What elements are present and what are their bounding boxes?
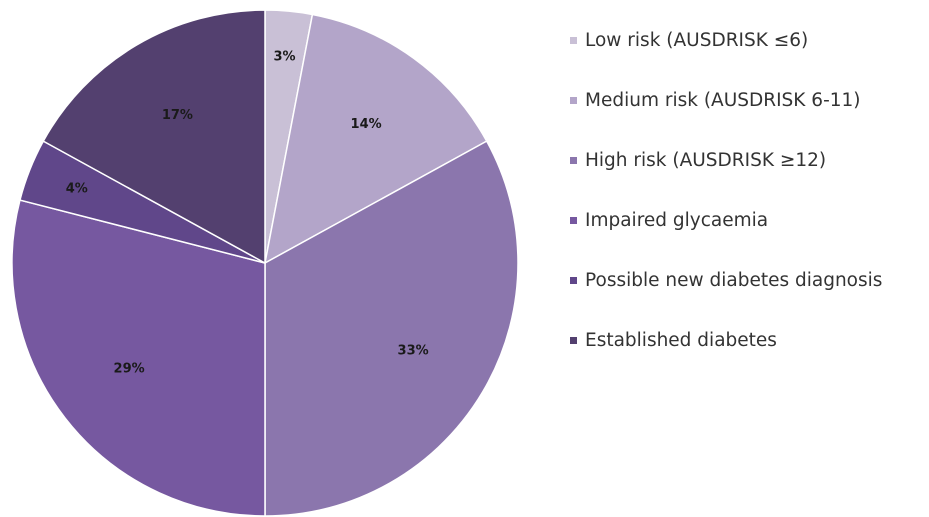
legend-label: Low risk (AUSDRISK ≤6): [585, 29, 809, 51]
slice-label-possible-new-diabetes: 4%: [66, 182, 88, 197]
legend-item-possible-new-diabetes: Possible new diabetes diagnosis: [570, 269, 925, 291]
pie-slice-medium-risk: [263, 13, 488, 265]
legend-label: Impaired glycaemia: [585, 209, 769, 231]
legend-swatch: [570, 156, 577, 164]
pie-chart: 3% 14% 33% 29% 4% 17%: [11, 9, 519, 517]
legend-swatch: [570, 216, 577, 224]
legend: Low risk (AUSDRISK ≤6) Medium risk (AUSD…: [570, 30, 925, 390]
slice-label-low-risk: 3%: [273, 50, 295, 65]
pie-slice-established-diabetes: [42, 9, 266, 265]
slice-label-medium-risk: 14%: [351, 117, 382, 132]
slice-label-established-diabetes: 17%: [162, 108, 193, 123]
legend-swatch: [570, 36, 577, 44]
slice-label-impaired-glycaemia: 29%: [114, 361, 145, 376]
pie-slice-impaired-glycaemia: [11, 199, 266, 517]
pie-slice-high-risk: [264, 140, 519, 517]
slice-label-high-risk: 33%: [398, 344, 429, 359]
legend-label: High risk (AUSDRISK ≥12): [585, 149, 827, 171]
legend-item-impaired-glycaemia: Impaired glycaemia: [570, 209, 925, 231]
legend-item-low-risk: Low risk (AUSDRISK ≤6): [570, 29, 925, 51]
legend-item-high-risk: High risk (AUSDRISK ≥12): [570, 149, 925, 171]
legend-label: Possible new diabetes diagnosis: [585, 269, 883, 291]
legend-swatch: [570, 336, 577, 344]
legend-swatch: [570, 96, 577, 104]
legend-swatch: [570, 276, 577, 284]
legend-label: Medium risk (AUSDRISK 6-11): [585, 89, 861, 111]
legend-item-established-diabetes: Established diabetes: [570, 329, 925, 351]
legend-label: Established diabetes: [585, 329, 777, 351]
legend-item-medium-risk: Medium risk (AUSDRISK 6-11): [570, 89, 925, 111]
